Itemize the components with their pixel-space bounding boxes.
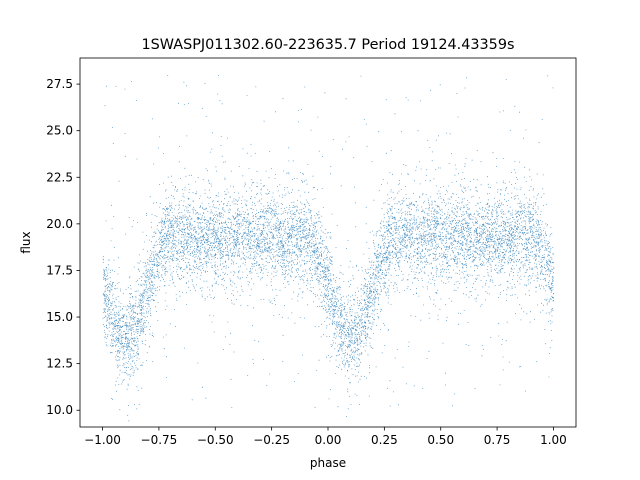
- y-axis-label: flux: [19, 231, 33, 253]
- x-tick-label: −0.50: [197, 433, 234, 447]
- y-tick-label: 20.0: [46, 217, 73, 231]
- x-tick-label: −0.75: [141, 433, 178, 447]
- y-tick-label: 10.0: [46, 403, 73, 417]
- x-tick-label: −1.00: [84, 433, 121, 447]
- x-tick-label: −0.25: [253, 433, 290, 447]
- y-tick-label: 17.5: [46, 263, 73, 277]
- x-tick-label: 1.00: [540, 433, 567, 447]
- x-axis-label: phase: [310, 456, 346, 470]
- x-tick-label: 0.50: [427, 433, 454, 447]
- y-tick-label: 12.5: [46, 357, 73, 371]
- y-tick-label: 22.5: [46, 170, 73, 184]
- x-tick-label: 0.75: [484, 433, 511, 447]
- y-tick-label: 27.5: [46, 77, 73, 91]
- x-tick-label: 0.00: [315, 433, 342, 447]
- y-tick-label: 25.0: [46, 124, 73, 138]
- chart-title: 1SWASPJ011302.60-223635.7 Period 19124.4…: [142, 37, 515, 53]
- x-tick-label: 0.25: [371, 433, 398, 447]
- y-tick-label: 15.0: [46, 310, 73, 324]
- y-axis: 10.0 12.5 15.0 17.5 20.0 22.5 25.0 27.5: [46, 77, 80, 417]
- x-axis: −1.00 −0.75 −0.50 −0.25 0.00 0.25 0.50 0.75 1.00: [84, 427, 567, 447]
